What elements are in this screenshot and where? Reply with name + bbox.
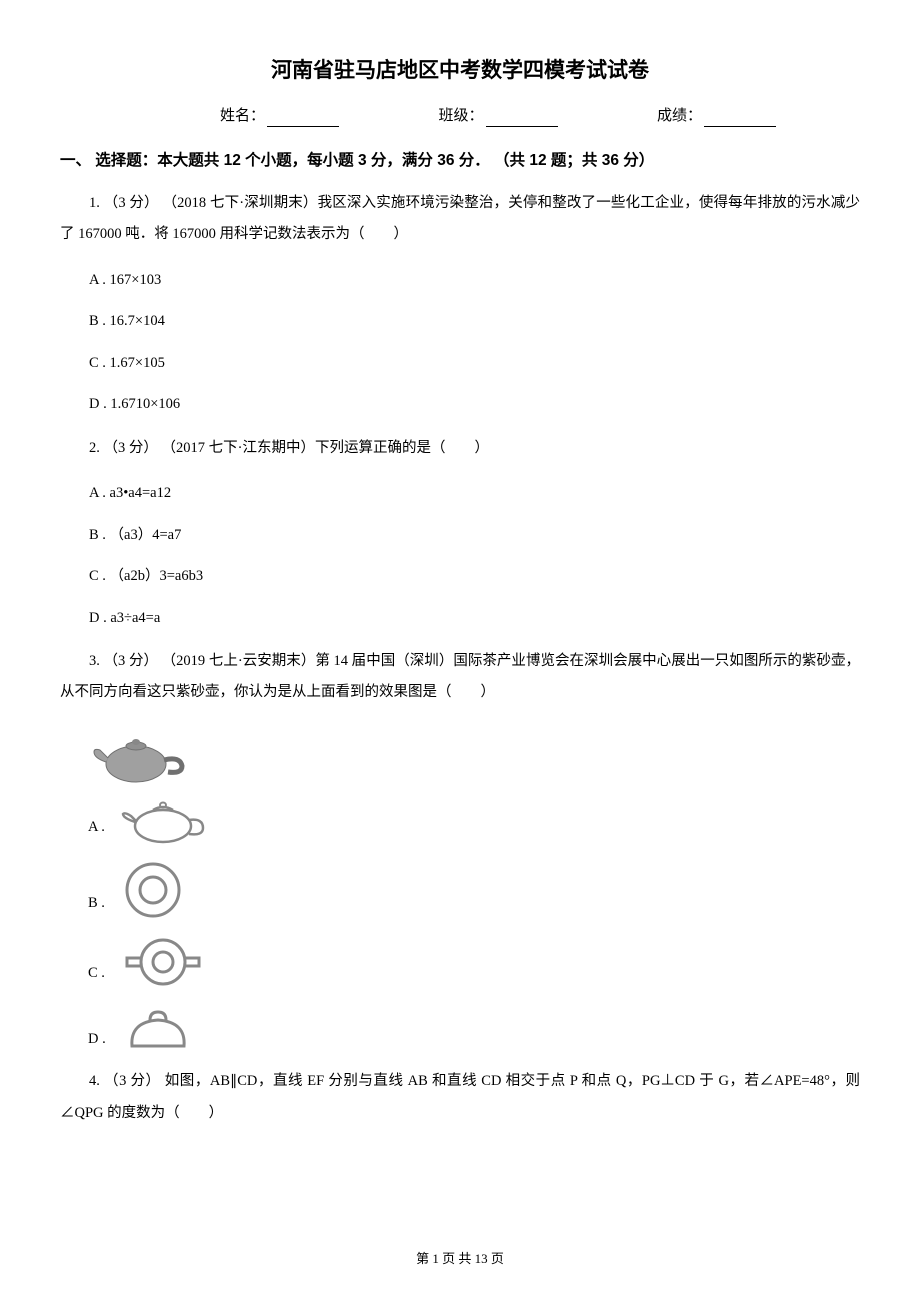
question-3-option-d: D . <box>60 1000 860 1058</box>
question-3-option-b: B . <box>60 854 860 922</box>
option-b-label: B . <box>88 893 105 923</box>
student-info-row: 姓名： 班级： 成绩： <box>60 105 860 128</box>
page-footer: 第 1 页 共 13 页 <box>60 1249 860 1269</box>
score-label: 成绩： <box>657 105 702 128</box>
name-label: 姓名： <box>220 105 265 128</box>
exam-title: 河南省驻马店地区中考数学四模考试试卷 <box>60 55 860 87</box>
question-2-option-d: D . a3÷a4=a <box>60 605 860 633</box>
score-blank <box>704 111 776 127</box>
question-2-stem: 2. （3 分） （2017 七下·江东期中）下列运算正确的是（ ） <box>60 433 860 464</box>
teapot-side-outline-icon <box>115 790 215 846</box>
question-2-option-b: B . （a3）4=a7 <box>60 522 860 550</box>
teapot-front-icon <box>116 1000 202 1058</box>
teapot-top-circles-icon <box>115 854 191 922</box>
teapot-top-view-icon <box>115 930 211 992</box>
question-1-option-b: B . 16.7×104 <box>60 308 860 336</box>
class-label: 班级： <box>439 105 484 128</box>
option-a-label: A . <box>88 817 105 847</box>
option-d-label: D . <box>88 1029 106 1059</box>
name-blank <box>267 111 339 127</box>
question-3-option-a: A . <box>60 790 860 846</box>
question-1-option-a: A . 167×103 <box>60 267 860 295</box>
question-3-option-c: C . <box>60 930 860 992</box>
question-1-option-d: D . 1.6710×106 <box>60 391 860 419</box>
question-3-figure <box>60 724 860 786</box>
question-1-stem: 1. （3 分） （2018 七下·深圳期末）我区深入实施环境污染整治，关停和整… <box>60 188 860 250</box>
section-1-heading: 一、 选择题：本大题共 12 个小题，每小题 3 分，满分 36 分． （共 1… <box>60 149 860 172</box>
question-2-option-a: A . a3•a4=a12 <box>60 480 860 508</box>
question-2-option-c: C . （a2b）3=a6b3 <box>60 563 860 591</box>
option-c-label: C . <box>88 963 105 993</box>
question-1-option-c: C . 1.67×105 <box>60 350 860 378</box>
class-blank <box>486 111 558 127</box>
question-4-stem: 4. （3 分） 如图，AB∥CD，直线 EF 分别与直线 AB 和直线 CD … <box>60 1066 860 1128</box>
question-3-stem: 3. （3 分） （2019 七上·云安期末）第 14 届中国（深圳）国际茶产业… <box>60 646 860 708</box>
